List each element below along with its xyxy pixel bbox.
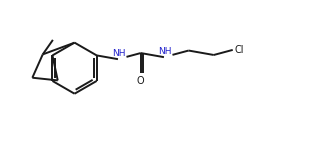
- Text: Cl: Cl: [235, 45, 244, 55]
- Text: NH: NH: [112, 49, 126, 58]
- Text: O: O: [137, 76, 144, 86]
- Text: NH: NH: [158, 47, 172, 56]
